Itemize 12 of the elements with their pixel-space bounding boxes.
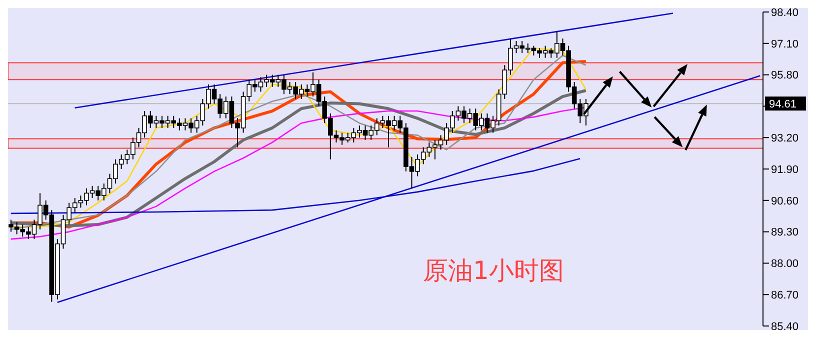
y-tick-label: 97.10 [771,38,799,50]
y-tick-label: 88.00 [771,258,799,270]
annotation: 原油1小时图 [423,255,564,287]
y-tick-label: 95.80 [771,70,799,82]
y-tick-label: 93.20 [771,132,799,145]
y-tick-label: 85.40 [771,320,799,333]
ref-line-label: 94.61 [769,98,797,111]
y-tick-label: 91.90 [771,164,799,176]
y-tick-label: 90.60 [771,195,799,208]
y-tick-label: 98.40 [771,6,799,19]
y-tick-label: 89.30 [771,226,799,239]
y-tick-label: 86.70 [771,290,799,302]
